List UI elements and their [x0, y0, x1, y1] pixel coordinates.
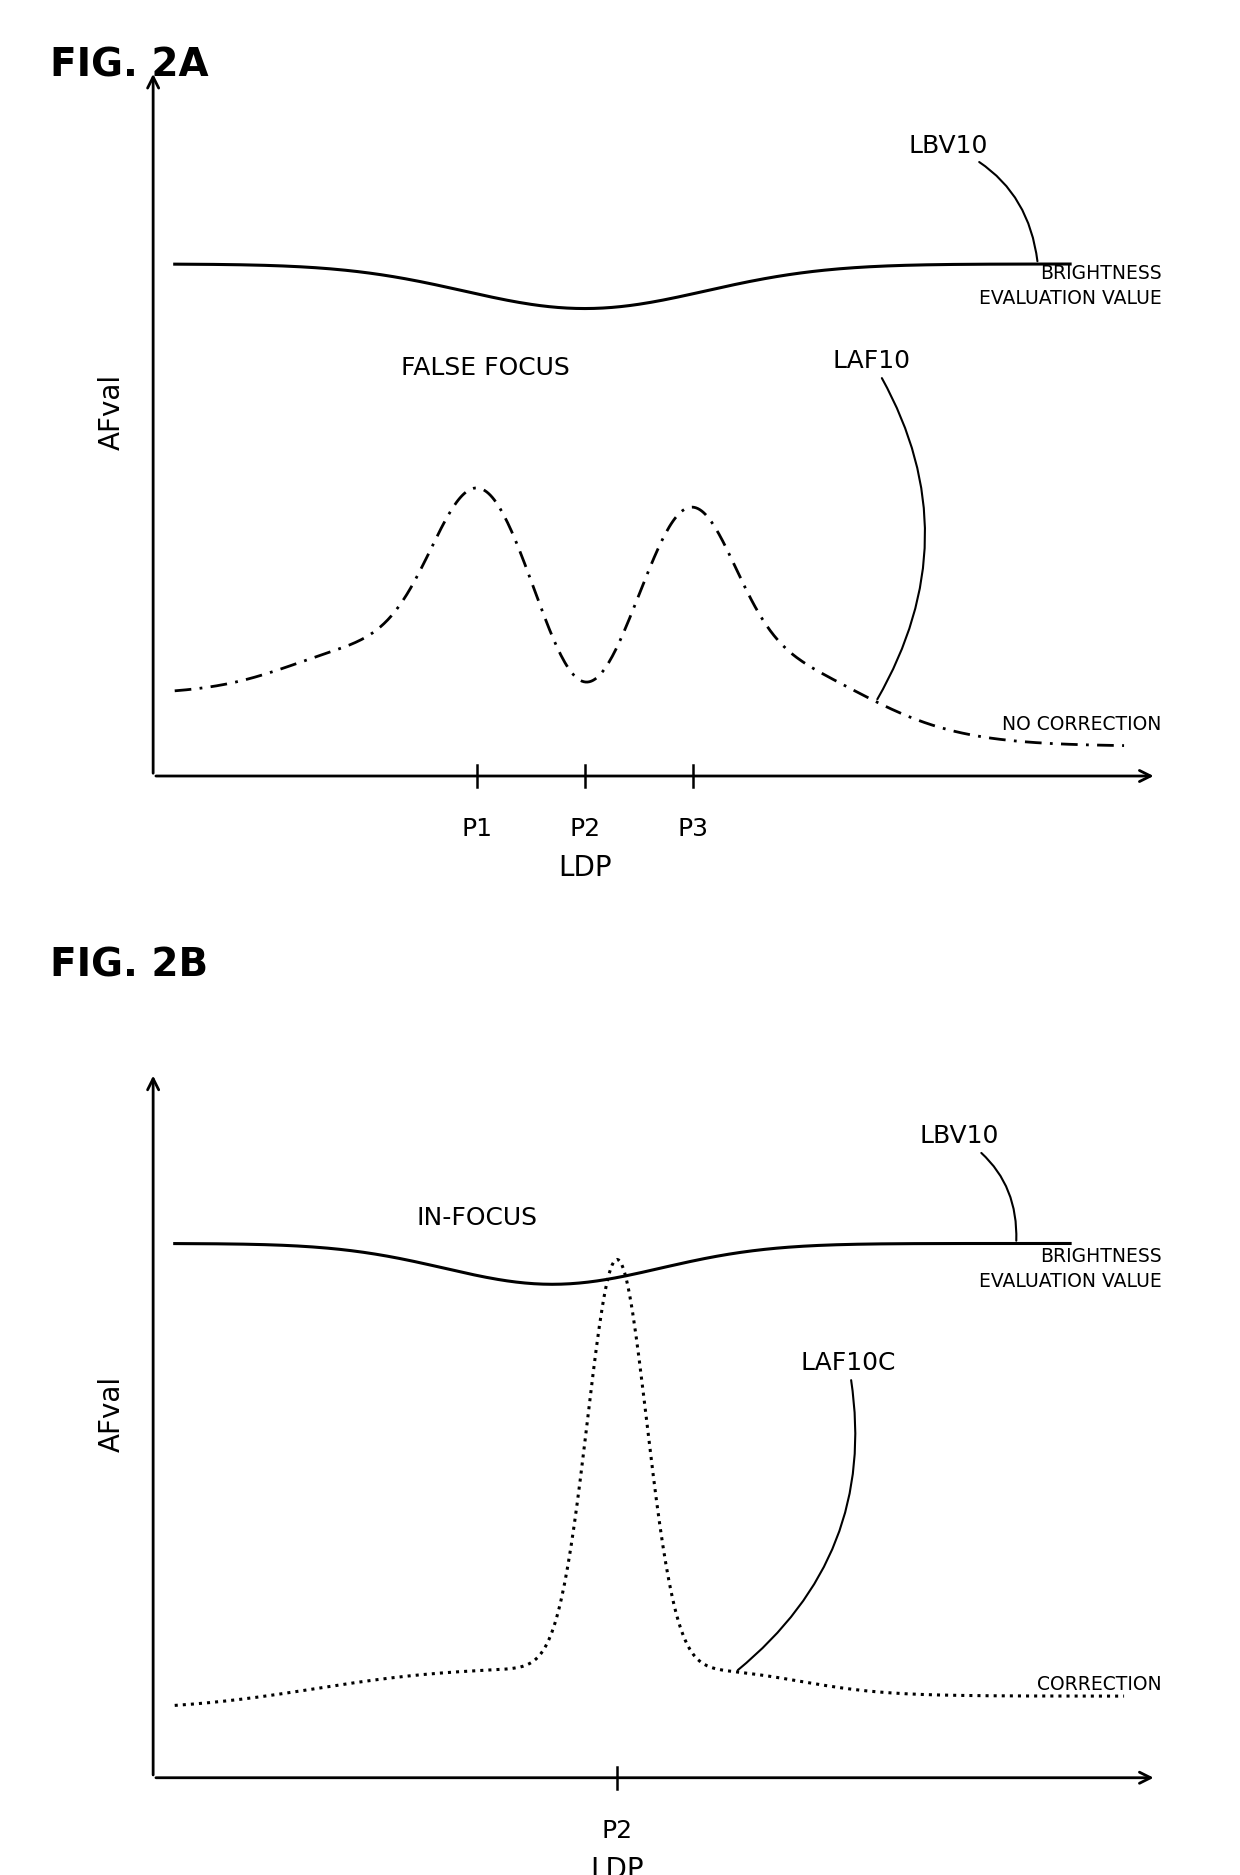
Text: LAF10C: LAF10C [738, 1350, 895, 1671]
Text: P2: P2 [569, 818, 600, 840]
Text: BRIGHTNESS
EVALUATION VALUE: BRIGHTNESS EVALUATION VALUE [980, 1247, 1162, 1292]
Text: LBV10: LBV10 [919, 1125, 1017, 1241]
Text: LDP: LDP [558, 853, 611, 881]
Text: BRIGHTNESS
EVALUATION VALUE: BRIGHTNESS EVALUATION VALUE [980, 264, 1162, 308]
Text: AFval: AFval [98, 1376, 126, 1453]
Text: P1: P1 [461, 818, 492, 840]
Text: FIG. 2B: FIG. 2B [50, 947, 208, 984]
Text: AFval: AFval [98, 375, 126, 450]
Text: LAF10: LAF10 [833, 349, 925, 699]
Text: FALSE FOCUS: FALSE FOCUS [402, 356, 570, 381]
Text: LBV10: LBV10 [908, 133, 1038, 261]
Text: IN-FOCUS: IN-FOCUS [417, 1206, 537, 1230]
Text: FIG. 2A: FIG. 2A [50, 47, 208, 84]
Text: NO CORRECTION: NO CORRECTION [1002, 714, 1162, 733]
Text: P3: P3 [677, 818, 708, 840]
Text: CORRECTION: CORRECTION [1037, 1676, 1162, 1695]
Text: P2: P2 [601, 1819, 632, 1843]
Text: LDP: LDP [590, 1856, 644, 1875]
